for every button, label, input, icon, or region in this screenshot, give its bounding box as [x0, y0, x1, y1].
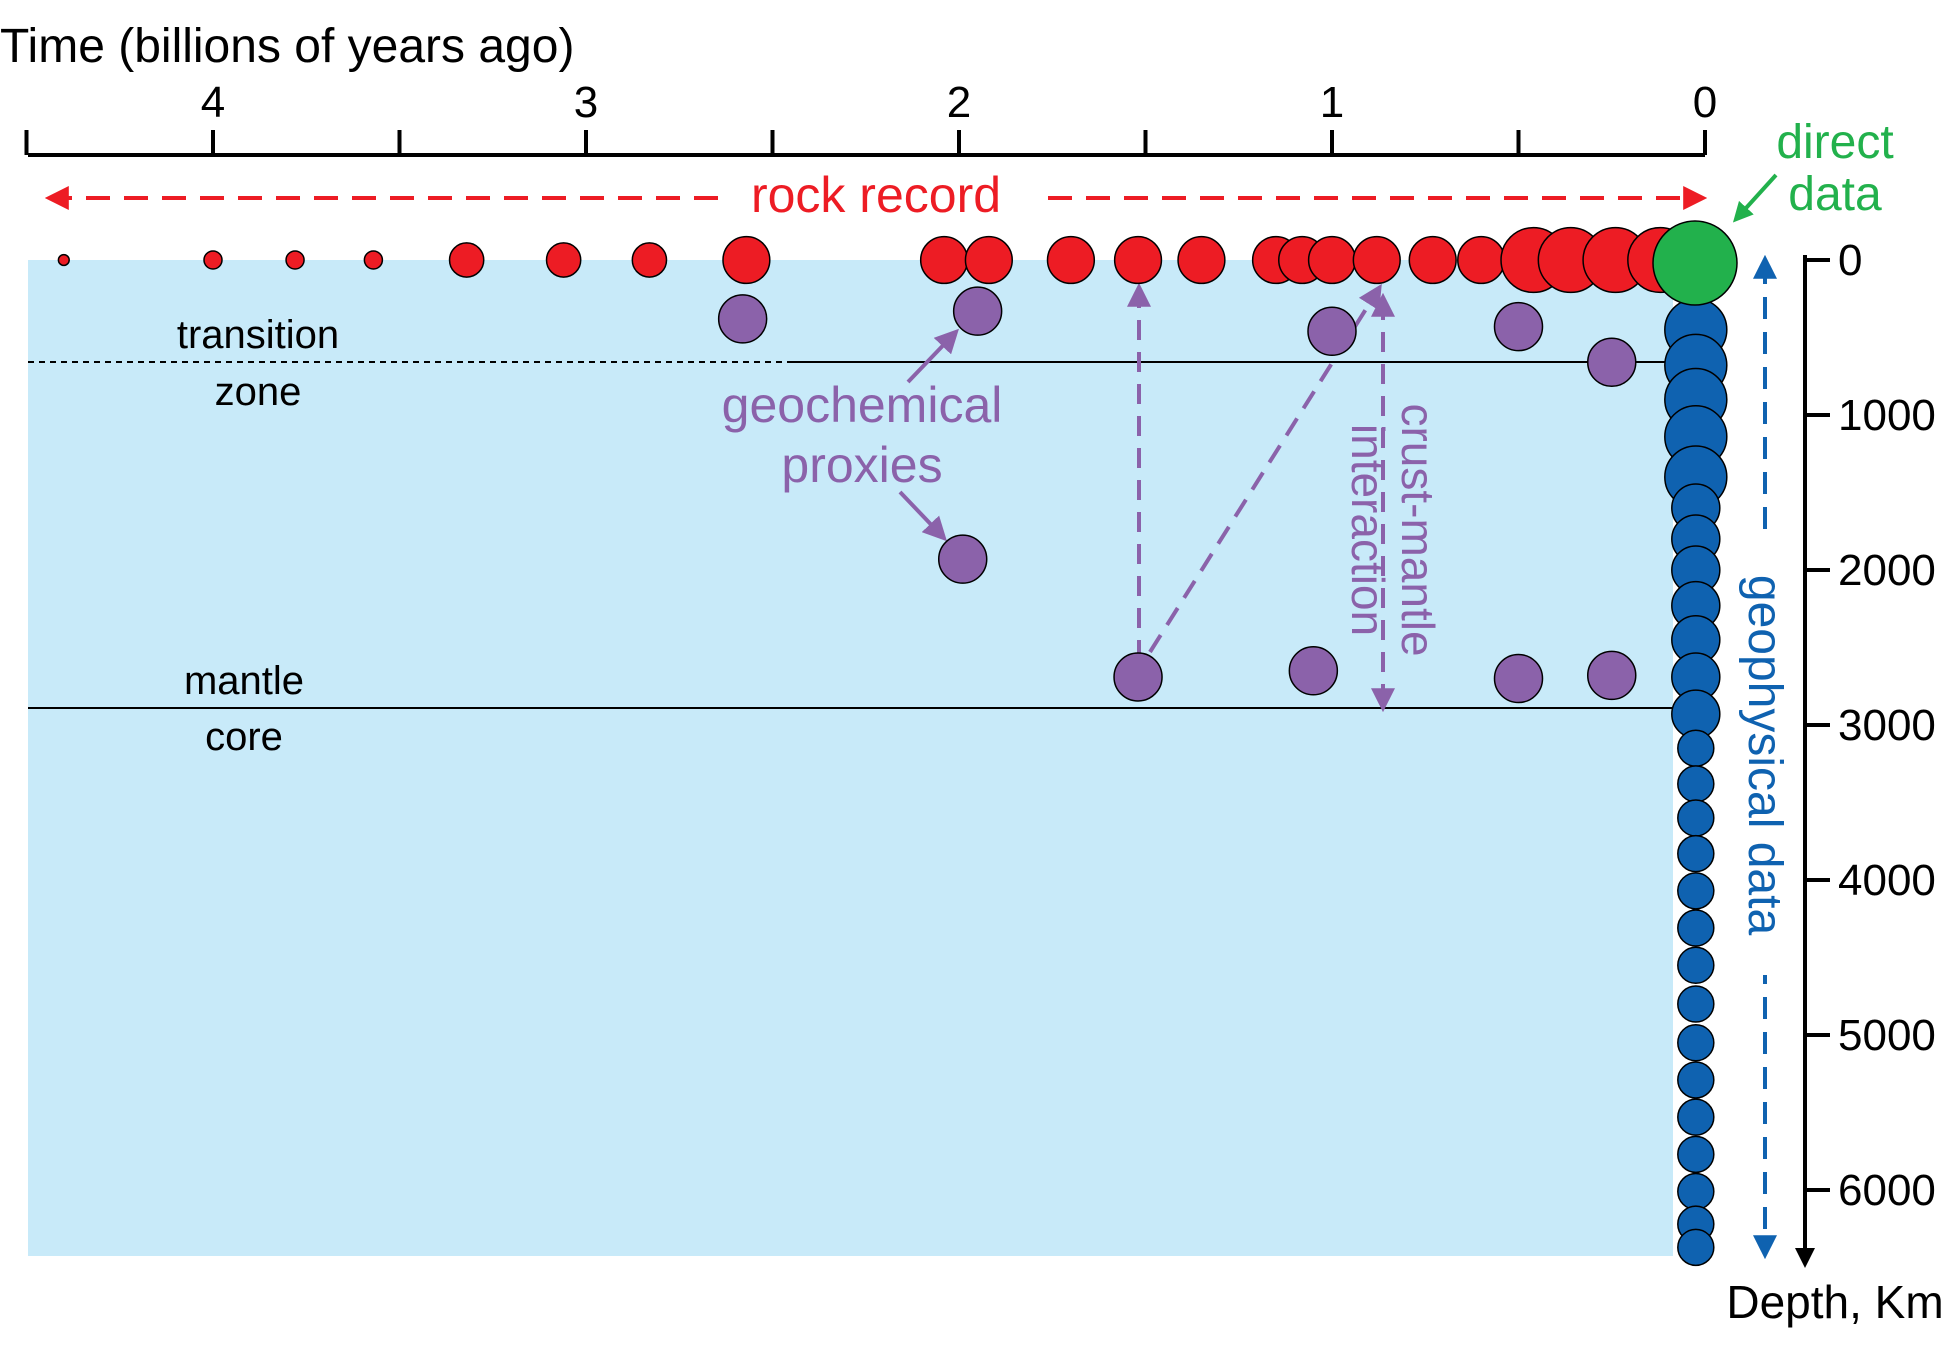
rock-record-circle [1408, 235, 1457, 285]
rock-record-circle [1457, 235, 1506, 285]
geophysical-circle [1677, 1135, 1715, 1174]
mantle-background [28, 260, 1673, 1256]
core-label: core [205, 715, 283, 759]
geophysical-circle [1677, 872, 1715, 910]
rock-record-circle [285, 250, 305, 270]
geophysical-circle [1677, 985, 1715, 1023]
geophysical-circle [1677, 799, 1715, 837]
rock-record-circle [722, 235, 771, 285]
rock-record-circle [1352, 235, 1401, 285]
transition-label-top: transition [177, 313, 339, 357]
geophysical-circle [1677, 729, 1715, 767]
proxy-circle [937, 534, 988, 584]
depth-tick-label: 2000 [1838, 546, 1936, 595]
rock-record-circle [57, 253, 70, 267]
geochemical-arrow-up [906, 328, 959, 384]
depth-tick-label: 4000 [1838, 856, 1936, 905]
direct-data-label-line1: direct [1776, 116, 1893, 169]
rock-record-circle [203, 250, 223, 270]
rock-record-label: rock record [751, 167, 1001, 223]
geochemical-label-line2: proxies [781, 437, 942, 493]
geophysical-circle [1677, 1024, 1715, 1062]
depth-axis-title: Depth, Km [1726, 1276, 1943, 1328]
geochemical-proxy-circles [717, 286, 1637, 704]
depth-axis-ticks [1805, 258, 1830, 1192]
crust-mantle-label-line1: crust-mantle [1392, 403, 1444, 656]
rock-record-circle [964, 235, 1013, 285]
proxy-circle [1493, 301, 1544, 352]
direct-data-label-line2: data [1788, 168, 1882, 221]
rock-record-circle [1177, 235, 1226, 285]
time-tick-label: 1 [1320, 78, 1344, 127]
time-axis-title: Time (billions of years ago) [0, 20, 574, 73]
rock-record-circle [919, 235, 969, 285]
geophysical-circle [1677, 1061, 1715, 1099]
proxy-circle [1587, 337, 1637, 388]
depth-tick-label: 5000 [1838, 1011, 1936, 1060]
proxy-circle [952, 286, 1003, 336]
crust-mantle-label-line2: interaction [1342, 424, 1394, 636]
time-tick-label: 4 [201, 78, 225, 127]
geophysical-circle [1677, 1228, 1715, 1267]
time-tick-label: 2 [947, 78, 971, 127]
rock-record-circle [631, 242, 668, 278]
direct-data-arrow [1732, 173, 1778, 223]
geophysical-circle [1677, 909, 1715, 947]
time-axis-ticks [24, 130, 1707, 155]
rock-record-circle [1307, 235, 1357, 285]
depth-tick-label: 0 [1838, 236, 1862, 285]
proxy-circle [1587, 650, 1637, 701]
depth-axis-labels: 0 1000 2000 3000 4000 5000 6000 [1838, 236, 1936, 1215]
depth-tick-label: 6000 [1838, 1166, 1936, 1215]
rock-record-circle [1113, 235, 1163, 285]
mantle-label: mantle [184, 659, 304, 703]
geophysical-circles [1664, 298, 1728, 1267]
direct-data-group [1652, 220, 1738, 306]
time-tick-label: 0 [1693, 78, 1717, 127]
geophysical-label-bg [1740, 535, 1790, 975]
rock-record-circle [448, 242, 485, 278]
geochemical-label-line1: geochemical [722, 377, 1003, 433]
rock-record-circle [1046, 235, 1096, 285]
rock-record-circle [363, 250, 384, 270]
direct-data-circle [1652, 220, 1738, 306]
geophysical-label: geophysical data [1738, 575, 1791, 936]
proxy-circle [1307, 306, 1357, 357]
proxy-circle [1493, 653, 1544, 704]
time-axis-labels: 4 3 2 1 0 [201, 78, 1717, 127]
geophysical-circle [1677, 946, 1715, 984]
geophysical-circle [1677, 834, 1715, 873]
time-tick-label: 3 [574, 78, 598, 127]
geophysical-circle [1677, 1098, 1715, 1136]
geophysical-circle [1677, 765, 1715, 803]
geophysical-circle [1677, 1172, 1715, 1211]
transition-label-bottom: zone [215, 370, 302, 414]
geochemical-arrow-down [898, 490, 947, 542]
proxy-circle [1288, 646, 1339, 696]
proxy-circle [717, 294, 768, 344]
depth-tick-label: 1000 [1838, 391, 1936, 440]
depth-tick-label: 3000 [1838, 701, 1936, 750]
proxy-circle [1113, 652, 1163, 702]
rock-record-circles [57, 226, 1694, 294]
rock-record-circle [545, 242, 582, 278]
